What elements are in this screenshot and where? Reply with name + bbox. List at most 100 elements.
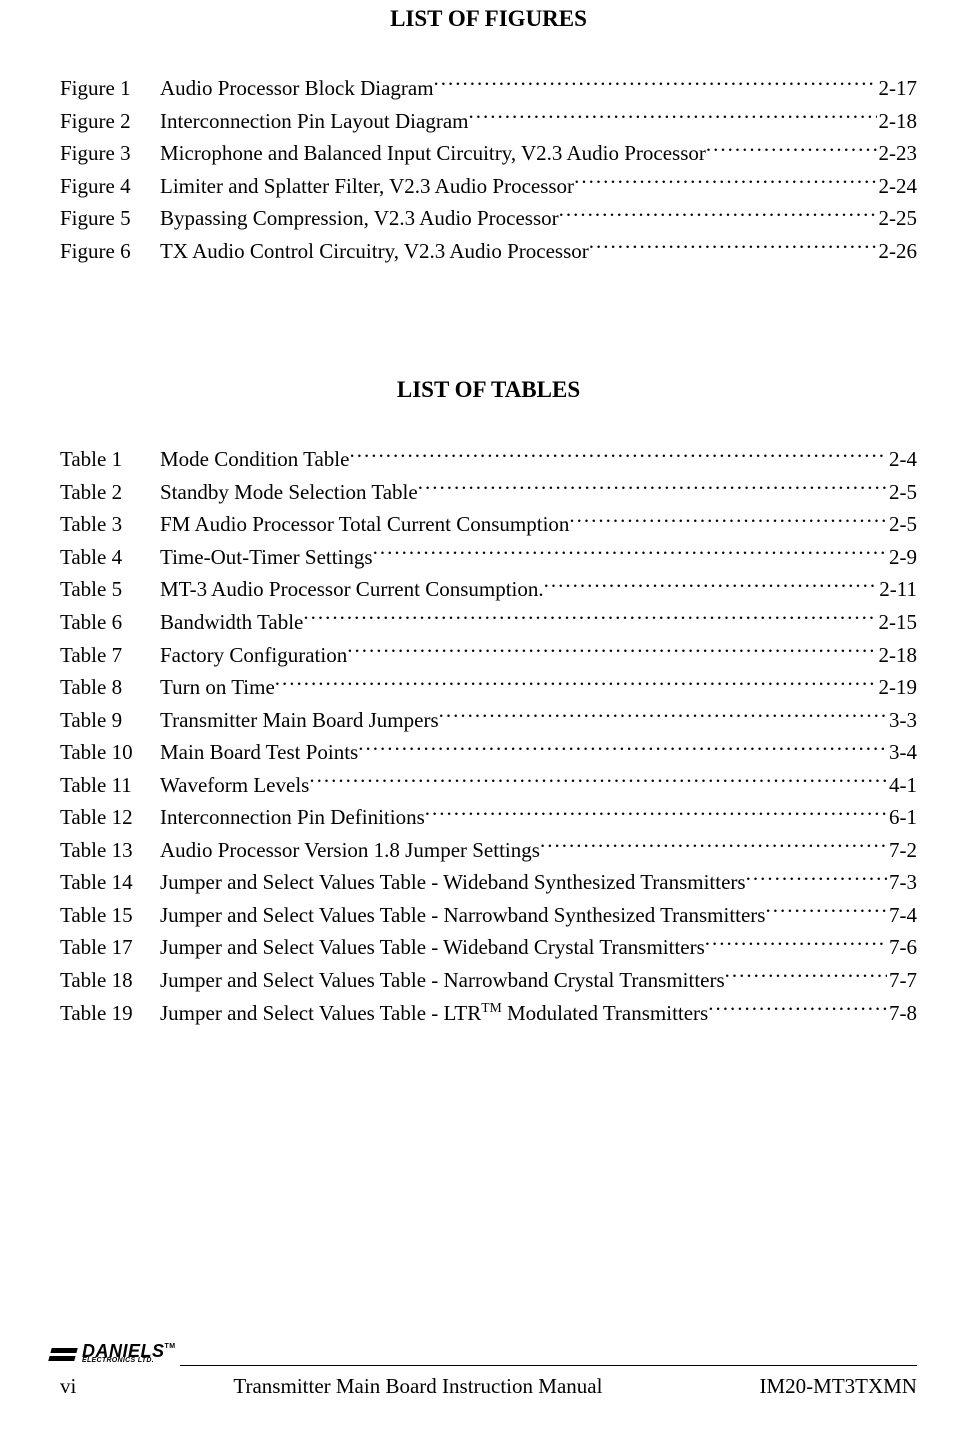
figure-entry: Figure 3Microphone and Balanced Input Ci… [60,137,917,170]
table-title: Main Board Test Points [160,736,358,769]
leader-dots [303,608,876,629]
table-page: 2-11 [877,573,917,606]
table-label: Table 14 [60,866,160,899]
logo-mark-icon [48,1348,77,1361]
table-label: Table 1 [60,443,160,476]
table-entry: Table 19Jumper and Select Values Table -… [60,997,917,1030]
figure-label: Figure 5 [60,202,160,235]
table-entry: Table 1Mode Condition Table 2-4 [60,443,917,476]
table-title: Bandwidth Table [160,606,303,639]
table-entry: Table 4Time-Out-Timer Settings 2-9 [60,541,917,574]
table-title: Time-Out-Timer Settings [160,541,373,574]
figure-label: Figure 2 [60,105,160,138]
table-page: 7-2 [887,834,917,867]
tables-list: Table 1Mode Condition Table 2-4 Table 2Sta… [60,443,917,1029]
table-label: Table 13 [60,834,160,867]
figure-page: 2-25 [877,202,918,235]
table-page: 7-3 [887,866,917,899]
figure-page: 2-18 [877,105,918,138]
table-entry: Table 10Main Board Test Points3-4 [60,736,917,769]
table-title: Interconnection Pin Definitions [160,801,425,834]
table-title: Jumper and Select Values Table - Wideban… [160,931,705,964]
table-entry: Table 15Jumper and Select Values Table -… [60,899,917,932]
figure-entry: Figure 1Audio Processor Block Diagram2-1… [60,72,917,105]
table-title: Turn on Time [160,671,275,704]
tables-title: LIST OF TABLES [60,377,917,403]
leader-dots [708,999,887,1020]
table-entry: Table 13Audio Processor Version 1.8 Jump… [60,834,917,867]
list-of-tables-section: LIST OF TABLES Table 1Mode Condition Tab… [60,377,917,1029]
table-title: Mode Condition Table [160,443,349,476]
table-page: 2-9 [887,541,917,574]
leader-dots [275,673,877,694]
table-title: Factory Configuration [160,639,347,672]
figure-page: 2-24 [877,170,918,203]
table-entry: Table 9Transmitter Main Board Jumpers3-3 [60,704,917,737]
table-label: Table 11 [60,769,160,802]
figure-entry: Figure 6TX Audio Control Circuitry, V2.3… [60,235,917,268]
leader-dots [418,478,887,499]
figure-label: Figure 3 [60,137,160,170]
figure-title: Interconnection Pin Layout Diagram [160,105,469,138]
table-label: Table 19 [60,997,160,1030]
figure-entry: Figure 2Interconnection Pin Layout Diagr… [60,105,917,138]
table-page: 2-18 [877,639,918,672]
table-page: 2-4 [887,443,917,476]
table-label: Table 18 [60,964,160,997]
company-logo: DANIELSTM ELECTRONICS LTD. [50,1344,176,1364]
table-label: Table 2 [60,476,160,509]
table-label: Table 8 [60,671,160,704]
table-title: MT-3 Audio Processor Current Consumption… [160,573,544,606]
figure-page: 2-26 [877,235,918,268]
page-footer: DANIELSTM ELECTRONICS LTD. vi Transmitte… [60,1365,917,1399]
figure-label: Figure 6 [60,235,160,268]
table-title: Jumper and Select Values Table - Wideban… [160,866,746,899]
figure-label: Figure 4 [60,170,160,203]
figures-list: Figure 1Audio Processor Block Diagram2-1… [60,72,917,267]
table-label: Table 4 [60,541,160,574]
table-entry: Table 11Waveform Levels4-1 [60,769,917,802]
table-entry: Table 12Interconnection Pin Definitions6… [60,801,917,834]
table-entry: Table 17Jumper and Select Values Table -… [60,931,917,964]
leader-dots [725,966,887,987]
logo-text: DANIELSTM ELECTRONICS LTD. [82,1344,176,1364]
table-label: Table 5 [60,573,160,606]
footer-row: vi Transmitter Main Board Instruction Ma… [60,1374,917,1399]
leader-dots [540,836,887,857]
figure-label: Figure 1 [60,72,160,105]
table-page: 7-8 [887,997,917,1030]
footer-divider [180,1365,917,1366]
figure-entry: Figure 4Limiter and Splatter Filter, V2.… [60,170,917,203]
list-of-figures-section: LIST OF FIGURES Figure 1Audio Processor … [60,6,917,267]
leader-dots [544,575,878,596]
footer-right-text: IM20-MT3TXMN [759,1374,917,1399]
table-title: Audio Processor Version 1.8 Jumper Setti… [160,834,540,867]
table-page: 2-5 [887,508,917,541]
leader-dots [705,933,887,954]
leader-dots [746,868,887,889]
leader-dots [349,445,887,466]
superscript: TM [481,1000,501,1015]
table-label: Table 10 [60,736,160,769]
leader-dots [373,543,887,564]
table-label: Table 17 [60,931,160,964]
leader-dots [434,74,877,95]
footer-center-text: Transmitter Main Board Instruction Manua… [233,1374,602,1399]
table-label: Table 9 [60,704,160,737]
table-title: Standby Mode Selection Table [160,476,418,509]
table-label: Table 6 [60,606,160,639]
leader-dots [439,706,887,727]
leader-dots [559,204,877,225]
leader-dots [589,237,877,258]
table-page: 7-4 [887,899,917,932]
figure-title: Bypassing Compression, V2.3 Audio Proces… [160,202,559,235]
table-page: 6-1 [887,801,917,834]
leader-dots [569,510,887,531]
table-title: FM Audio Processor Total Current Consump… [160,508,569,541]
page-number: vi [60,1374,76,1399]
leader-dots [469,107,877,128]
table-page: 4-1 [887,769,917,802]
figure-title: Limiter and Splatter Filter, V2.3 Audio … [160,170,574,203]
leader-dots [574,172,876,193]
table-entry: Table 3FM Audio Processor Total Current … [60,508,917,541]
